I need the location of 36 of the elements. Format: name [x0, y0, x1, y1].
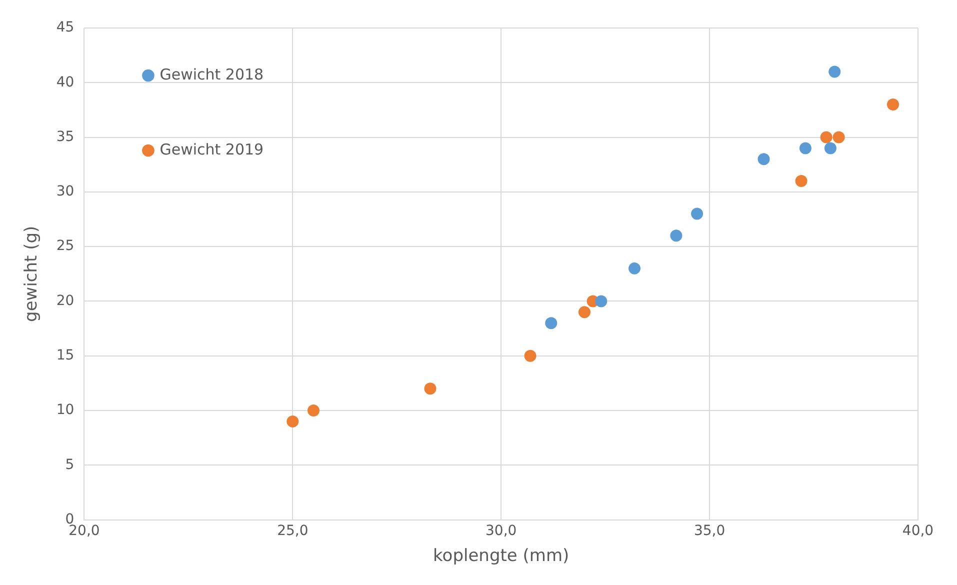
- y-tick-label: 5: [65, 456, 74, 473]
- x-axis-title: koplengte (mm): [433, 546, 570, 566]
- x-tick-label: 30,0: [486, 522, 517, 539]
- y-tick-label: 15: [56, 348, 74, 364]
- y-tick-label: 20: [56, 292, 74, 309]
- y-tick-label: 30: [56, 184, 74, 200]
- y-tick-label: 25: [56, 238, 74, 254]
- y-axis-title: gewicht (g): [22, 226, 42, 322]
- y-tick-label: 35: [56, 128, 74, 145]
- point: [628, 262, 641, 274]
- x-tick-label: 20,0: [68, 522, 100, 539]
- y-tick-label: 40: [56, 74, 74, 90]
- point: [286, 415, 299, 428]
- point: [758, 153, 770, 166]
- point: [424, 382, 436, 395]
- point: [670, 230, 682, 242]
- point: [545, 317, 558, 330]
- point: [824, 142, 836, 154]
- legend-label: Gewicht 2018: [160, 65, 264, 84]
- point: [524, 350, 536, 362]
- x-tick-label: 35,0: [694, 522, 726, 539]
- point: [578, 306, 590, 318]
- legend-label: Gewicht 2019: [160, 140, 264, 158]
- point: [799, 142, 812, 154]
- point: [832, 131, 845, 144]
- point: [691, 208, 704, 220]
- point: [828, 66, 841, 78]
- x-tick-label: 40,0: [902, 522, 934, 539]
- point: [595, 295, 608, 308]
- y-tick-label: 45: [56, 20, 74, 36]
- point: [886, 98, 899, 110]
- point: [795, 175, 808, 188]
- point: [820, 131, 832, 144]
- y-tick-label: 10: [56, 402, 74, 418]
- x-tick-label: 25,0: [277, 522, 308, 539]
- point: [308, 404, 320, 417]
